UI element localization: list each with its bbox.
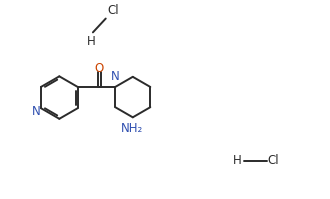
Text: Cl: Cl [107, 4, 119, 17]
Text: O: O [95, 62, 104, 75]
Text: N: N [111, 70, 120, 83]
Text: NH₂: NH₂ [121, 122, 143, 135]
Text: H: H [87, 35, 96, 48]
Text: N: N [32, 105, 41, 118]
Text: Cl: Cl [268, 154, 279, 167]
Text: H: H [233, 154, 242, 167]
